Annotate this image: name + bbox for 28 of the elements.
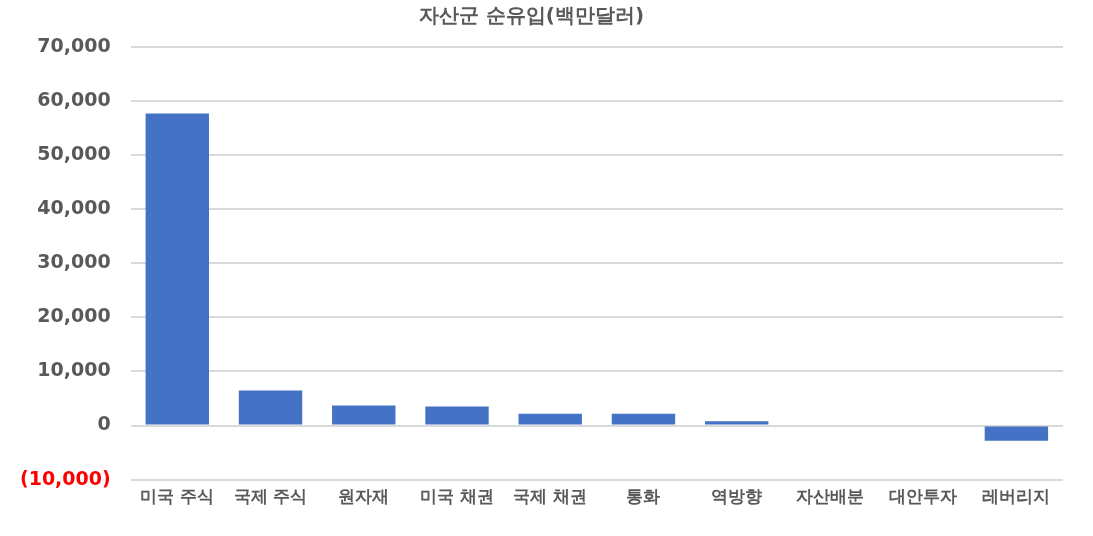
x-tick-label: 국제 채권 — [513, 486, 588, 507]
bar — [332, 405, 396, 425]
y-tick-label: 0 — [97, 412, 111, 435]
bar — [238, 390, 303, 425]
y-tick-label: 10,000 — [37, 358, 111, 381]
y-tick-label: 60,000 — [37, 88, 111, 111]
bar — [518, 413, 582, 425]
y-tick-label: 50,000 — [37, 142, 111, 165]
bar — [984, 426, 1049, 441]
bar — [704, 421, 769, 425]
x-tick-label: 자산배분 — [795, 486, 864, 507]
y-tick-label: 20,000 — [37, 304, 111, 327]
y-tick-label: 70,000 — [37, 33, 111, 56]
chart-title: 자산군 순유입(백만달러) — [418, 3, 645, 28]
y-tick-label: 40,000 — [37, 196, 111, 219]
x-tick-label: 원자재 — [338, 486, 390, 507]
x-tick-label: 역방향 — [711, 486, 763, 507]
bar — [611, 413, 676, 425]
x-tick-label: 국제 주식 — [233, 486, 308, 507]
x-tick-label: 대안투자 — [889, 486, 958, 507]
bar — [425, 406, 489, 425]
y-tick-label: 30,000 — [37, 250, 111, 273]
y-tick-label: (10,000) — [20, 466, 111, 489]
x-tick-label: 미국 주식 — [140, 486, 215, 507]
x-tick-label: 통화 — [626, 486, 661, 507]
x-tick-label: 레버리지 — [982, 486, 1051, 507]
x-tick-label: 미국 채권 — [420, 486, 494, 507]
bar — [145, 113, 209, 425]
